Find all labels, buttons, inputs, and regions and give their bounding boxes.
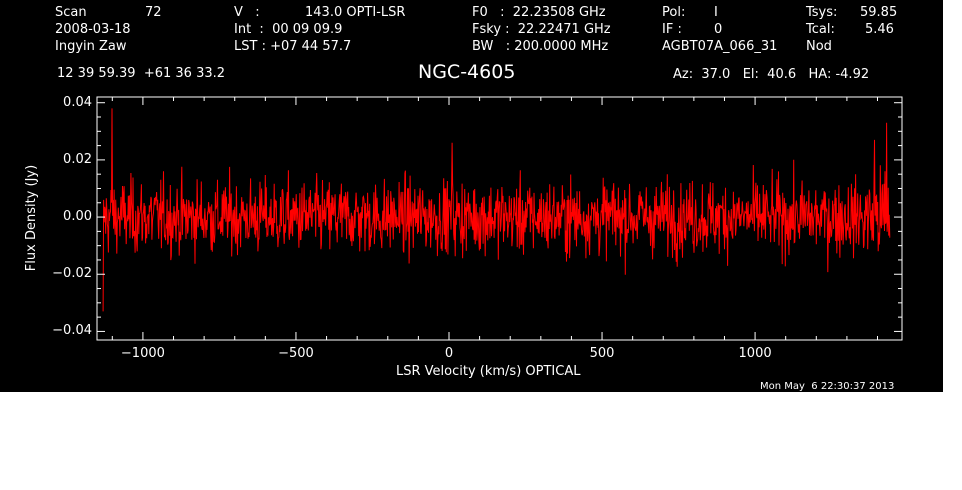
- pol-value: I: [714, 5, 718, 20]
- f0-value: F0 : 22.23508 GHz: [472, 5, 606, 20]
- project-id: AGBT07A_066_31: [662, 39, 778, 54]
- axis-ticks: [97, 97, 902, 340]
- fsky-value: Fsky : 22.22471 GHz: [472, 22, 611, 37]
- tsys-label: Tsys:: [806, 5, 838, 20]
- plot-frame: [96, 96, 903, 341]
- integration-time: Int : 00 09 09.9: [234, 22, 343, 37]
- if-label: IF :: [662, 22, 682, 37]
- az-el-ha: Az: 37.0 El: 40.6 HA: -4.92: [673, 67, 870, 82]
- x-axis-label: LSR Velocity (km/s) OPTICAL: [396, 364, 581, 379]
- spectrum-line: [102, 108, 891, 312]
- velocity-value: 143.0 OPTI-LSR: [305, 5, 406, 20]
- x-tick-label: 500: [589, 346, 615, 361]
- x-tick-label: −500: [278, 346, 314, 361]
- y-tick-label: 0.04: [63, 94, 92, 110]
- object-name: NGC-4605: [418, 61, 516, 83]
- y-tick-label: −0.04: [52, 323, 92, 339]
- tsys-value: 59.85: [860, 5, 898, 20]
- if-value: 0: [714, 22, 723, 37]
- date: 2008-03-18: [55, 22, 131, 37]
- spectrum-plot: [96, 96, 903, 341]
- y-tick-label: 0.02: [63, 151, 92, 167]
- scan-label: Scan: [55, 5, 87, 20]
- bandwidth-value: BW : 200.0000 MHz: [472, 39, 609, 54]
- tcal-value: 5.46: [865, 22, 894, 37]
- velocity-label: V :: [234, 5, 260, 20]
- pol-label: Pol:: [662, 5, 686, 20]
- lst-value: LST : +07 44 57.7: [234, 39, 352, 54]
- plot-panel: Scan 72 V : 143.0 OPTI-LSR F0 : 22.23508…: [0, 0, 943, 392]
- timestamp: Mon May 6 22:30:37 2013: [760, 381, 895, 392]
- tcal-label: Tcal:: [806, 22, 835, 37]
- y-tick-label: −0.02: [52, 266, 92, 282]
- x-tick-label: 1000: [738, 346, 772, 361]
- mode: Nod: [806, 39, 832, 54]
- sky-coordinates: 12 39 59.39 +61 36 33.2: [57, 66, 226, 81]
- x-tick-label: 0: [444, 346, 454, 361]
- y-tick-label: 0.00: [63, 209, 92, 225]
- x-tick-label: −1000: [120, 346, 165, 361]
- scan-number: 72: [145, 5, 162, 20]
- observer: Ingyin Zaw: [55, 39, 127, 54]
- spectrum-series: [102, 108, 891, 312]
